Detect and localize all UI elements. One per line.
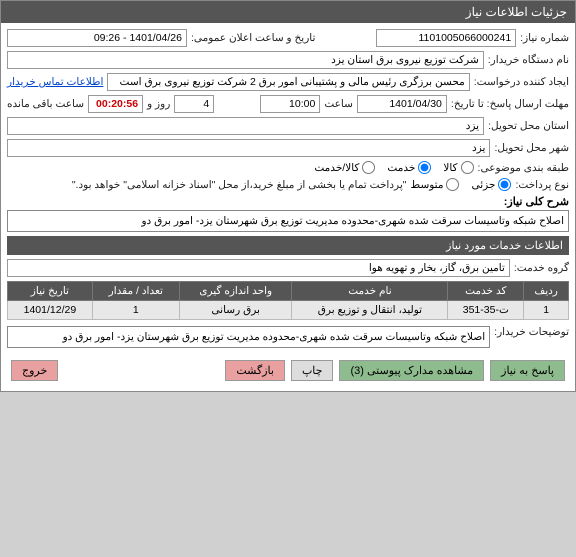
deadline-date-field: 1401/04/30 — [357, 95, 447, 113]
td-unit: برق رسانی — [179, 301, 292, 320]
td-date: 1401/12/29 — [8, 301, 93, 320]
announce-datetime-field: 1401/04/26 - 09:26 — [7, 29, 187, 47]
details-window: جزئیات اطلاعات نیاز شماره نیاز: 11010050… — [0, 0, 576, 392]
general-desc-label: شرح کلی نیاز: — [7, 195, 569, 208]
category-radio-group: کالا خدمت کالا/خدمت — [314, 161, 473, 174]
respond-button[interactable]: پاسخ به نیاز — [490, 360, 565, 381]
content-area: شماره نیاز: 1101005066000241 تاریخ و ساع… — [1, 23, 575, 391]
td-name: تولید، انتقال و توزیع برق — [292, 301, 448, 320]
deadline-time-field: 10:00 — [260, 95, 320, 113]
service-group-label: گروه خدمت: — [514, 262, 569, 274]
need-number-field: 1101005066000241 — [376, 29, 516, 47]
general-desc-box: اصلاح شبکه وتاسیسات سرقت شده شهری-محدوده… — [7, 210, 569, 232]
buyer-notes-label: توضیحات خریدار: — [494, 326, 569, 338]
th-code: کد خدمت — [448, 282, 524, 301]
td-row: 1 — [524, 301, 569, 320]
remaining-time-field: 00:20:56 — [88, 95, 143, 113]
request-creator-field: محسن برزگری رئیس مالی و پشتیبانی امور بر… — [107, 73, 469, 91]
services-table: ردیف کد خدمت نام خدمت واحد اندازه گیری ت… — [7, 281, 569, 320]
buttons-row: پاسخ به نیاز مشاهده مدارک پیوستی (3) چاپ… — [7, 356, 569, 385]
request-creator-label: ایجاد کننده درخواست: — [474, 76, 569, 88]
th-date: تاریخ نیاز — [8, 282, 93, 301]
delivery-city-label: شهر محل تحویل: — [494, 142, 569, 154]
category-goods-radio[interactable]: کالا — [443, 161, 473, 174]
print-button[interactable]: چاپ — [291, 360, 334, 381]
payment-type-label: نوع پرداخت: — [515, 179, 569, 191]
delivery-province-label: استان محل تحویل: — [488, 120, 569, 132]
day-and-label: روز و — [147, 98, 170, 110]
services-info-bar: اطلاعات خدمات مورد نیاز — [7, 236, 569, 255]
td-qty: 1 — [92, 301, 179, 320]
category-goods-service-radio[interactable]: کالا/خدمت — [314, 161, 375, 174]
buyer-org-field: شرکت توزیع نیروی برق استان یزد — [7, 51, 484, 69]
table-row[interactable]: 1 ت-35-351 تولید، انتقال و توزیع برق برق… — [8, 301, 569, 320]
buyer-notes-box: اصلاح شبکه وتاسیسات سرقت شده شهری-محدوده… — [7, 326, 490, 348]
table-header-row: ردیف کد خدمت نام خدمت واحد اندازه گیری ت… — [8, 282, 569, 301]
back-button[interactable]: بازگشت — [225, 360, 285, 381]
payment-medium-radio[interactable]: متوسط — [410, 178, 459, 191]
view-docs-button[interactable]: مشاهده مدارک پیوستی (3) — [339, 360, 484, 381]
payment-radio-group: جزئی متوسط — [410, 178, 511, 191]
announce-datetime-label: تاریخ و ساعت اعلان عمومی: — [191, 32, 315, 44]
th-unit: واحد اندازه گیری — [179, 282, 292, 301]
th-name: نام خدمت — [292, 282, 448, 301]
th-qty: تعداد / مقدار — [92, 282, 179, 301]
contact-link[interactable]: اطلاعات تماس خریدار — [7, 76, 103, 88]
payment-partial-radio[interactable]: جزئی — [471, 178, 511, 191]
category-label: طبقه بندی موضوعی: — [478, 162, 569, 174]
exit-button[interactable]: خروج — [11, 360, 58, 381]
deadline-label: مهلت ارسال پاسخ: تا تاریخ: — [451, 98, 569, 110]
category-service-radio[interactable]: خدمت — [387, 161, 431, 174]
delivery-city-field: یزد — [7, 139, 490, 157]
buyer-org-label: نام دستگاه خریدار: — [488, 54, 569, 66]
service-group-field: تامین برق، گاز، بخار و تهویه هوا — [7, 259, 510, 277]
remaining-days-field: 4 — [174, 95, 214, 113]
td-code: ت-35-351 — [448, 301, 524, 320]
need-number-label: شماره نیاز: — [520, 32, 569, 44]
remaining-label: ساعت باقی مانده — [7, 98, 84, 110]
payment-note: "پرداخت تمام یا بخشی از مبلغ خرید،از محل… — [72, 179, 407, 191]
title-bar: جزئیات اطلاعات نیاز — [1, 1, 575, 23]
delivery-province-field: یزد — [7, 117, 484, 135]
time-label: ساعت — [324, 98, 353, 110]
th-row: ردیف — [524, 282, 569, 301]
